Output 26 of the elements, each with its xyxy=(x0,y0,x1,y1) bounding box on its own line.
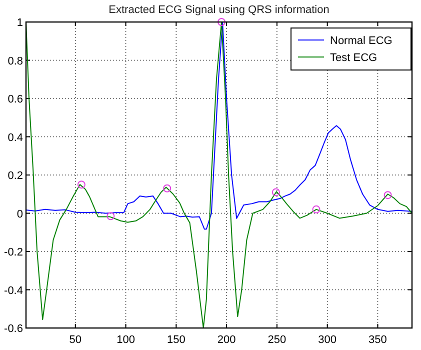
legend-label: Test ECG xyxy=(330,52,378,64)
x-tick-label: 250 xyxy=(268,334,286,346)
point xyxy=(163,184,172,192)
legend-label: Normal ECG xyxy=(330,35,392,47)
y-tick-label: -0.2 xyxy=(4,246,23,258)
y-tick-label: 0.2 xyxy=(8,170,23,182)
x-tick-label: 50 xyxy=(69,334,82,346)
chart-title: Extracted ECG Signal using QRS information xyxy=(108,4,330,16)
x-tick-label: 100 xyxy=(116,334,135,346)
y-tick-label: 0.4 xyxy=(8,132,23,144)
y-tick-label: -0.6 xyxy=(4,323,23,335)
point xyxy=(312,205,320,214)
y-tick-label: 0.6 xyxy=(8,94,23,106)
y-tick-label: -0.4 xyxy=(4,284,23,297)
point xyxy=(272,188,280,196)
point xyxy=(106,212,115,220)
y-tick-label: 0.8 xyxy=(8,55,23,68)
x-tick-label: 150 xyxy=(166,334,186,346)
point xyxy=(218,18,226,26)
point xyxy=(77,180,86,189)
y-tick-label: 1 xyxy=(16,17,23,29)
point xyxy=(384,191,392,200)
x-tick-label: 350 xyxy=(368,334,387,346)
x-tick-label: 200 xyxy=(217,334,236,346)
y-tick-label: 0 xyxy=(16,208,23,220)
x-tick-label: 300 xyxy=(318,334,337,346)
